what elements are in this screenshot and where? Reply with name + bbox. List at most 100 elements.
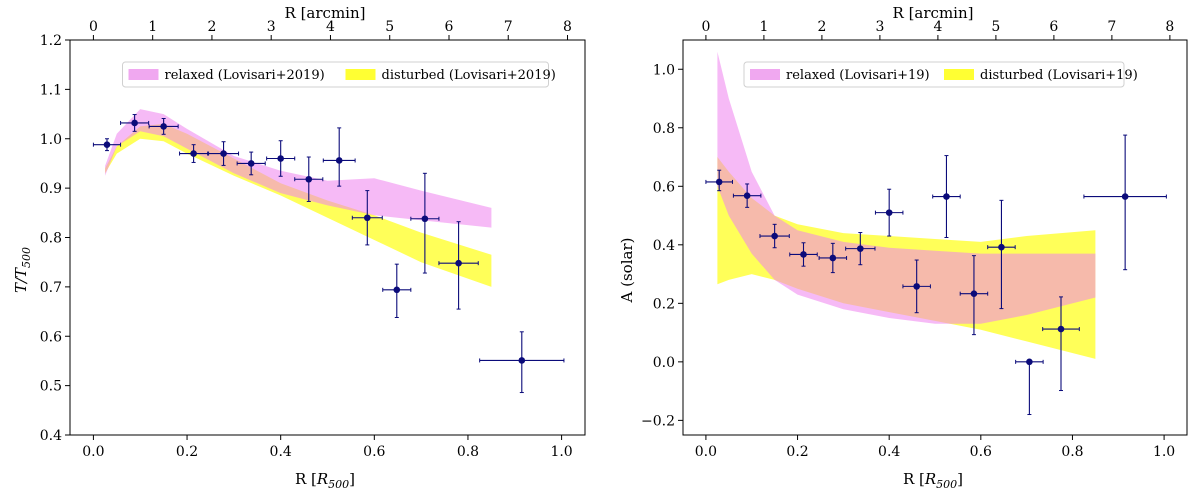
left-y-tick-label: 0.7 <box>40 280 62 296</box>
left-plot-frame <box>69 39 586 436</box>
left-point-marker <box>277 155 284 162</box>
left-x-tick-label: 0.2 <box>176 444 198 460</box>
right-y-tick-label: 0.6 <box>653 179 675 195</box>
right-legend-box <box>743 61 1125 88</box>
left-data-point <box>208 141 240 166</box>
left-point-marker <box>421 215 429 223</box>
left-band-relaxed <box>105 109 492 228</box>
left-point-marker <box>455 259 462 267</box>
right-x-tick-label: 0.6 <box>970 444 992 460</box>
left-y-tick-label: 0.9 <box>40 181 62 197</box>
left-data-point <box>438 221 479 310</box>
right-data-point <box>959 255 989 336</box>
left-top-tick-label: 6 <box>445 19 454 35</box>
left-point-marker <box>131 119 138 127</box>
left-y-tick-label: 0.5 <box>40 379 62 395</box>
left-y-tick-label: 1.0 <box>40 132 62 148</box>
right-y-tick-label: 1.0 <box>653 62 675 78</box>
left-point-marker <box>160 123 167 130</box>
left-point-marker <box>305 175 313 183</box>
left-data-point <box>351 190 383 246</box>
left-data-point <box>148 118 179 135</box>
left-top-tick-label: 5 <box>385 19 394 35</box>
left-x-tick-label: 0.6 <box>363 444 385 460</box>
left-data-point <box>382 263 412 318</box>
right-top-tick-label: 5 <box>991 19 1000 35</box>
right-point-marker <box>998 243 1005 251</box>
right-legend-swatch <box>750 69 780 80</box>
left-top-tick-label: 2 <box>207 19 216 35</box>
right-y-tick-label: 0.4 <box>653 238 675 254</box>
left-data-point <box>179 144 209 163</box>
left-point-marker <box>103 141 111 148</box>
left-y-tick-label: 0.6 <box>40 329 62 345</box>
right-y-axis-label: A (solar) <box>618 238 636 304</box>
left-x-tick-label: 0.8 <box>457 444 479 460</box>
left-legend-label: disturbed (Lovisari+2019) <box>382 68 556 83</box>
right-y-tick-label: 0.0 <box>653 355 675 371</box>
right-data-point <box>874 188 904 237</box>
left-point-marker <box>247 160 255 167</box>
right-legend-label: relaxed (Lovisari+19) <box>786 68 930 83</box>
left-data-point <box>92 138 122 152</box>
right-point-marker <box>913 283 920 290</box>
left-top-tick-label: 7 <box>504 19 513 35</box>
left-band-disturbed <box>105 123 492 287</box>
right-legend: relaxed (Lovisari+19) disturbed (Lovisari… <box>743 61 1138 88</box>
right-plot-frame <box>682 39 1188 436</box>
right-point-marker <box>970 290 978 297</box>
right-data-point <box>759 223 790 249</box>
right-top-tick-label: 4 <box>933 19 942 35</box>
right-x-tick-label: 0.8 <box>1061 444 1083 460</box>
left-y-tick-label: 0.8 <box>40 231 62 247</box>
left-data-point <box>294 156 324 202</box>
left-panel: T/T500 R [R500] R [arcmin] 0.0 0.2 0.4 0.6 0… <box>12 4 586 491</box>
right-top-tick-label: 2 <box>817 19 826 35</box>
left-point-marker <box>335 157 343 164</box>
left-data-point <box>120 114 150 132</box>
right-legend-label: disturbed (Lovisari+19) <box>980 68 1138 83</box>
left-point-marker <box>393 286 401 294</box>
left-top-tick-label: 1 <box>148 19 157 35</box>
left-point-marker <box>518 357 526 364</box>
right-top-tick-label: 1 <box>759 19 768 35</box>
left-x-axis-label: R [R500] <box>295 470 355 491</box>
right-point-marker <box>1121 193 1129 200</box>
right-point-marker <box>1057 325 1065 333</box>
left-x-tick-label: 1.0 <box>550 444 572 460</box>
right-data-point <box>1015 358 1044 416</box>
left-y-axis-label: T/T500 <box>12 247 33 293</box>
left-top-tick-label: 3 <box>267 19 276 35</box>
right-top-tick-label: 3 <box>875 19 884 35</box>
right-x-tick-label: 0.4 <box>878 444 900 460</box>
left-top-tick-label: 8 <box>563 19 572 35</box>
left-legend: relaxed (Lovisari+2019) disturbed (Lovisa… <box>122 61 556 88</box>
left-y-tick-label: 1.1 <box>40 82 62 98</box>
right-top-tick-label: 6 <box>1049 19 1058 35</box>
right-top-tick-label: 7 <box>1107 19 1116 35</box>
right-data-point <box>732 183 762 208</box>
right-x-tick-label: 1.0 <box>1153 444 1175 460</box>
right-point-marker <box>857 245 864 252</box>
left-y-tick-label: 0.4 <box>40 428 62 444</box>
right-x-axis-label: R [R500] <box>903 470 963 491</box>
left-legend-box <box>122 61 549 88</box>
right-x-tick-label: 0.0 <box>695 444 717 460</box>
left-legend-label: relaxed (Lovisari+2019) <box>165 68 325 83</box>
left-x-tick-label: 0.0 <box>82 444 104 460</box>
left-legend-swatch <box>345 69 376 80</box>
right-panel: A (solar) R [R500] R [arcmin] 0.0 0.2 0.4 0… <box>618 4 1188 491</box>
left-point-marker <box>220 150 227 157</box>
right-data-point <box>705 169 733 192</box>
right-y-tick-label: 0.8 <box>653 121 675 137</box>
left-top-tick-label: 0 <box>89 19 98 35</box>
left-y-tick-label: 1.2 <box>40 33 62 49</box>
right-top-tick-label: 8 <box>1165 19 1174 35</box>
right-y-tick-label: 0.2 <box>653 296 675 312</box>
left-point-marker <box>190 150 197 157</box>
left-x-tick-label: 0.4 <box>270 444 292 460</box>
right-band-relaxed <box>717 51 1096 324</box>
right-top-axis-label: R [arcmin] <box>893 4 974 22</box>
right-data-point <box>1083 134 1167 271</box>
